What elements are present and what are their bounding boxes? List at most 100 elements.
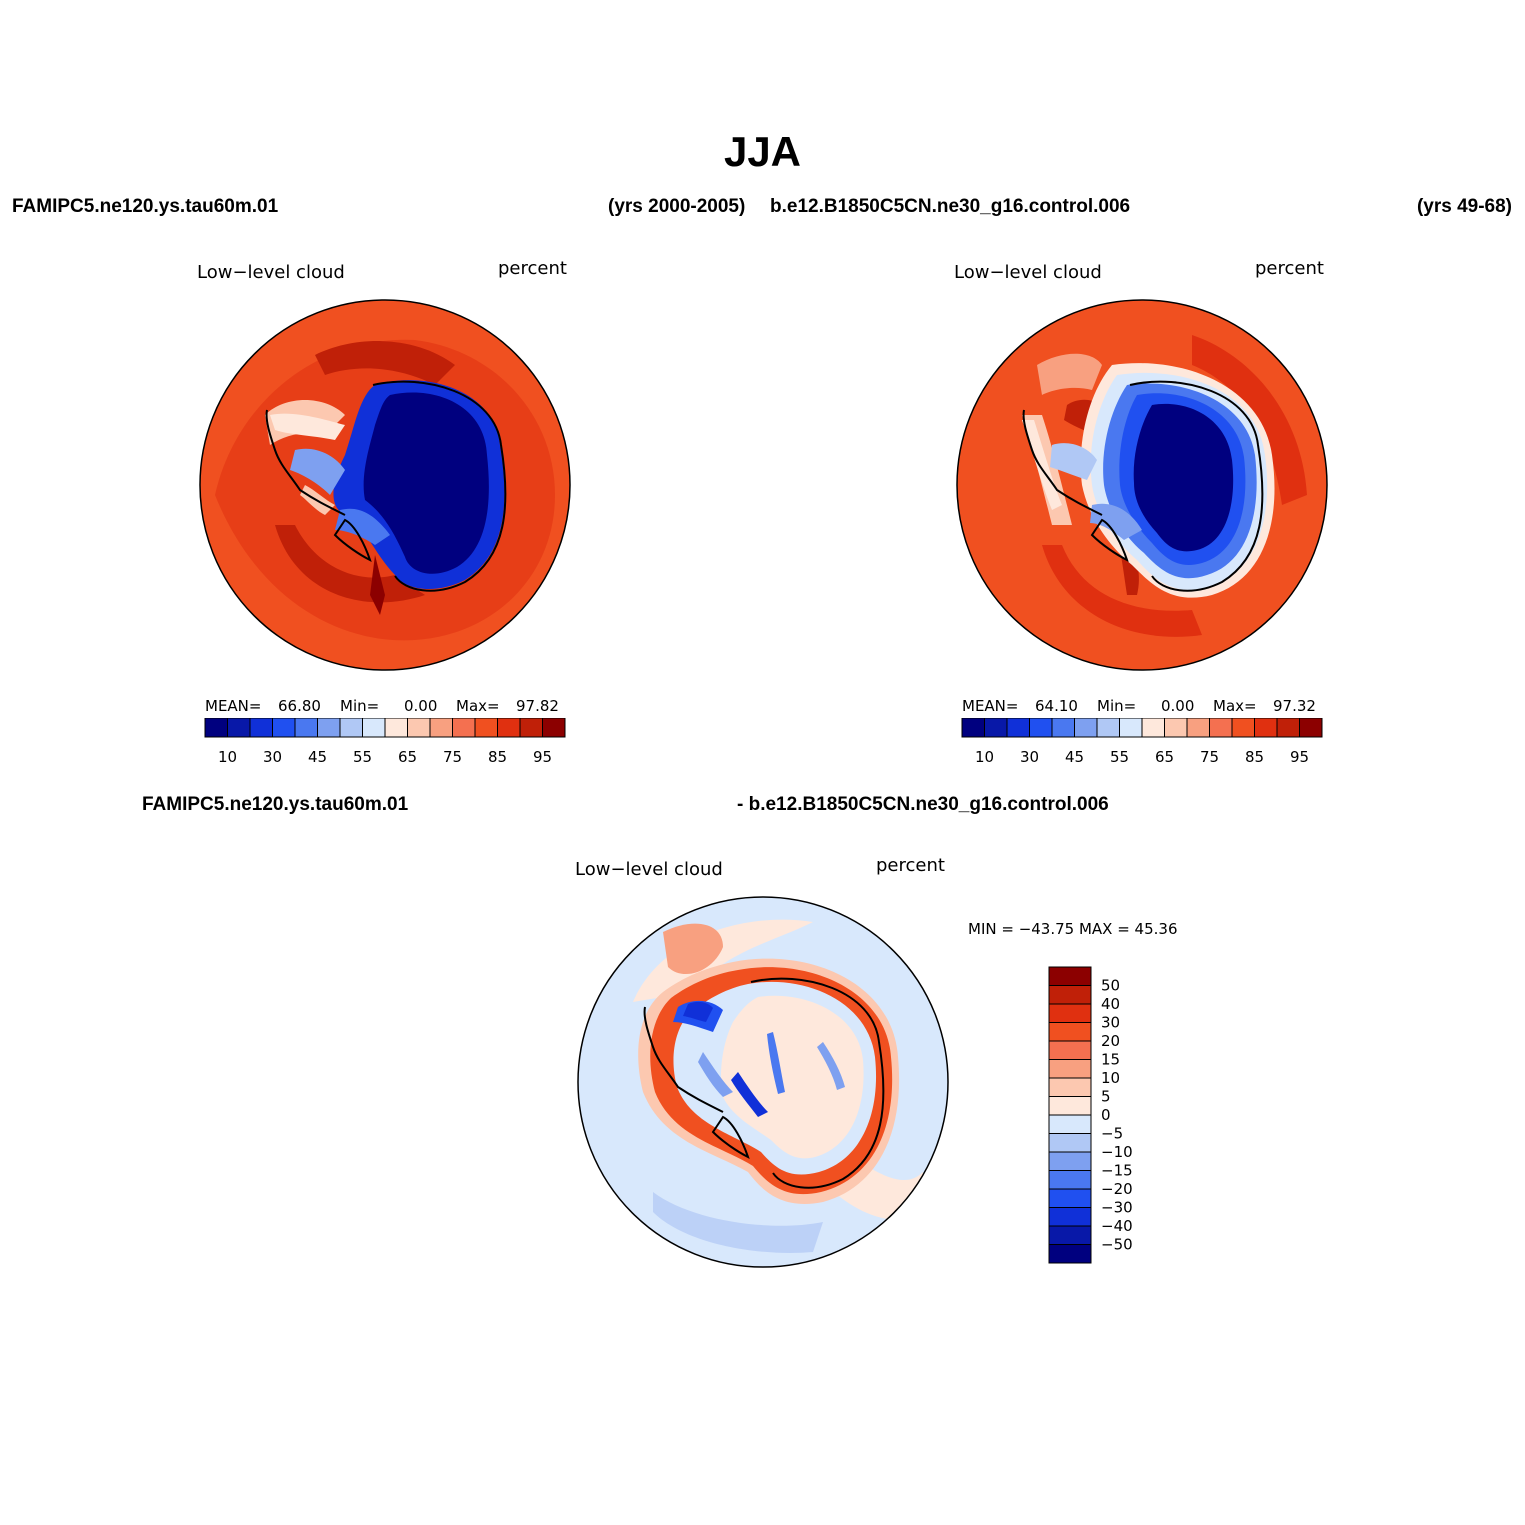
- diff-polar-map: [577, 896, 949, 1268]
- panel1-polar-map: [199, 299, 571, 671]
- header-right-case: b.e12.B1850C5CN.ne30_g16.control.006: [770, 196, 1131, 217]
- panel2-colorbar-swatch: [1299, 718, 1323, 738]
- panel1-colorbar-swatch: [384, 718, 408, 738]
- diff-units-label: percent: [876, 855, 945, 876]
- diff-colorbar-swatch: [1048, 1114, 1092, 1134]
- panel2-units-label: percent: [1255, 258, 1324, 279]
- panel2-mean-label: MEAN=: [962, 697, 1019, 715]
- diff-colorbar-swatch: [1048, 1188, 1092, 1208]
- diff-variable-label: Low−level cloud: [575, 859, 723, 880]
- panel2-max-label: Max=: [1213, 697, 1257, 715]
- diff-colorbar-tick-label: −20: [1101, 1180, 1133, 1198]
- panel1-colorbar-tick-label: 10: [218, 748, 237, 766]
- panel1-colorbar-swatch: [429, 718, 453, 738]
- panel2-colorbar-swatch: [1096, 718, 1120, 738]
- panel2-colorbar-swatch: [984, 718, 1008, 738]
- panel1-variable-label: Low−level cloud: [197, 262, 345, 283]
- diff-colorbar-swatch: [1048, 1003, 1092, 1023]
- panel1-colorbar-swatch: [519, 718, 543, 738]
- diff-colorbar-tick-label: 40: [1101, 995, 1120, 1013]
- diff-colorbar-tick-label: −50: [1101, 1236, 1133, 1254]
- panel2-variable-label: Low−level cloud: [954, 262, 1102, 283]
- diff-colorbar-tick-label: 30: [1101, 1014, 1120, 1032]
- diff-colorbar-swatch: [1048, 1059, 1092, 1079]
- panel2-colorbar-swatch: [961, 718, 985, 738]
- panel1-colorbar: 10 30 45 55 65 75 85 95: [204, 718, 566, 766]
- panel1-units-label: percent: [498, 258, 567, 279]
- diff-colorbar-tick-label: −40: [1101, 1217, 1133, 1235]
- diff-colorbar-tick-label: 0: [1101, 1106, 1111, 1124]
- panel2-colorbar-swatch: [1186, 718, 1210, 738]
- panel1-mean-value: 66.80: [278, 697, 321, 715]
- diff-header-left: FAMIPC5.ne120.ys.tau60m.01: [142, 794, 409, 815]
- panel1-min-label: Min=: [340, 697, 380, 715]
- header-right-years: (yrs 49-68): [1416, 196, 1512, 217]
- diff-minmax-text: MIN = −43.75 MAX = 45.36: [968, 920, 1178, 938]
- panel2-mean-value: 64.10: [1035, 697, 1078, 715]
- panel2-min-label: Min=: [1097, 697, 1137, 715]
- diff-colorbar-swatch: [1048, 1077, 1092, 1097]
- panel2-colorbar-tick-label: 65: [1155, 748, 1174, 766]
- panel2-polar-map: [956, 299, 1328, 671]
- panel2-colorbar-swatch: [1119, 718, 1143, 738]
- diff-colorbar-swatch: [1048, 1244, 1092, 1264]
- diff-colorbar-tick-label: 10: [1101, 1069, 1120, 1087]
- panel1-colorbar-swatch: [204, 718, 228, 738]
- panel1-colorbar-swatch: [249, 718, 273, 738]
- panel2-colorbar: 10 30 45 55 65 75 85 95: [961, 718, 1323, 766]
- diff-colorbar-tick-label: 20: [1101, 1032, 1120, 1050]
- panel1-max-value: 97.82: [516, 697, 559, 715]
- panel2-colorbar-tick-label: 45: [1065, 748, 1084, 766]
- panel2-colorbar-swatch: [1231, 718, 1255, 738]
- diff-colorbar-swatch: [1048, 1151, 1092, 1171]
- panel1-colorbar-tick-label: 85: [488, 748, 507, 766]
- panel1-colorbar-swatch: [362, 718, 386, 738]
- panel2-colorbar-swatch: [1276, 718, 1300, 738]
- panel2-min-value: 0.00: [1161, 697, 1195, 715]
- panel1-colorbar-tick-label: 30: [263, 748, 282, 766]
- panel1-max-label: Max=: [456, 697, 500, 715]
- diff-colorbar-swatch: [1048, 1133, 1092, 1153]
- panel1-colorbar-swatch: [317, 718, 341, 738]
- panel1-colorbar-swatch: [339, 718, 363, 738]
- panel2-colorbar-swatch: [1029, 718, 1053, 738]
- panel2-colorbar-swatch: [1074, 718, 1098, 738]
- panel2-colorbar-tick-label: 75: [1200, 748, 1219, 766]
- panel1-mean-label: MEAN=: [205, 697, 262, 715]
- header-left-case: FAMIPC5.ne120.ys.tau60m.01: [12, 196, 279, 217]
- diff-colorbar-tick-label: 5: [1101, 1088, 1111, 1106]
- diff-colorbar-swatch: [1048, 1225, 1092, 1245]
- panel2-colorbar-swatch: [1006, 718, 1030, 738]
- diff-colorbar-swatch: [1048, 1207, 1092, 1227]
- diff-colorbar-swatch: [1048, 966, 1092, 986]
- panel1-colorbar-swatch: [452, 718, 476, 738]
- panel2-colorbar-swatch: [1254, 718, 1278, 738]
- panel2-colorbar-tick-label: 85: [1245, 748, 1264, 766]
- panel1-colorbar-tick-label: 45: [308, 748, 327, 766]
- panel1-colorbar-swatch: [272, 718, 296, 738]
- panel1-colorbar-swatch: [542, 718, 566, 738]
- panel1-colorbar-swatch: [474, 718, 498, 738]
- panel1-colorbar-tick-label: 75: [443, 748, 462, 766]
- diff-colorbar-tick-label: 15: [1101, 1051, 1120, 1069]
- diff-colorbar-tick-label: 50: [1101, 977, 1120, 995]
- diff-colorbar-swatch: [1048, 1040, 1092, 1060]
- panel1-min-value: 0.00: [404, 697, 438, 715]
- panel1-colorbar-swatch: [227, 718, 251, 738]
- panel1-colorbar-swatch: [497, 718, 521, 738]
- panel1-colorbar-tick-label: 95: [533, 748, 552, 766]
- panel2-colorbar-tick-label: 95: [1290, 748, 1309, 766]
- panel2-colorbar-swatch: [1051, 718, 1075, 738]
- diff-colorbar-tick-label: −5: [1101, 1125, 1123, 1143]
- panel1-colorbar-tick-label: 65: [398, 748, 417, 766]
- panel2-colorbar-swatch: [1141, 718, 1165, 738]
- panel2-colorbar-tick-label: 55: [1110, 748, 1129, 766]
- diff-colorbar-swatch: [1048, 1022, 1092, 1042]
- panel1-colorbar-tick-label: 55: [353, 748, 372, 766]
- figure-title: JJA: [723, 128, 802, 175]
- header-left-years: (yrs 2000-2005): [608, 196, 746, 217]
- diff-colorbar-swatch: [1048, 985, 1092, 1005]
- panel2-colorbar-tick-label: 10: [975, 748, 994, 766]
- panel1-colorbar-swatch: [294, 718, 318, 738]
